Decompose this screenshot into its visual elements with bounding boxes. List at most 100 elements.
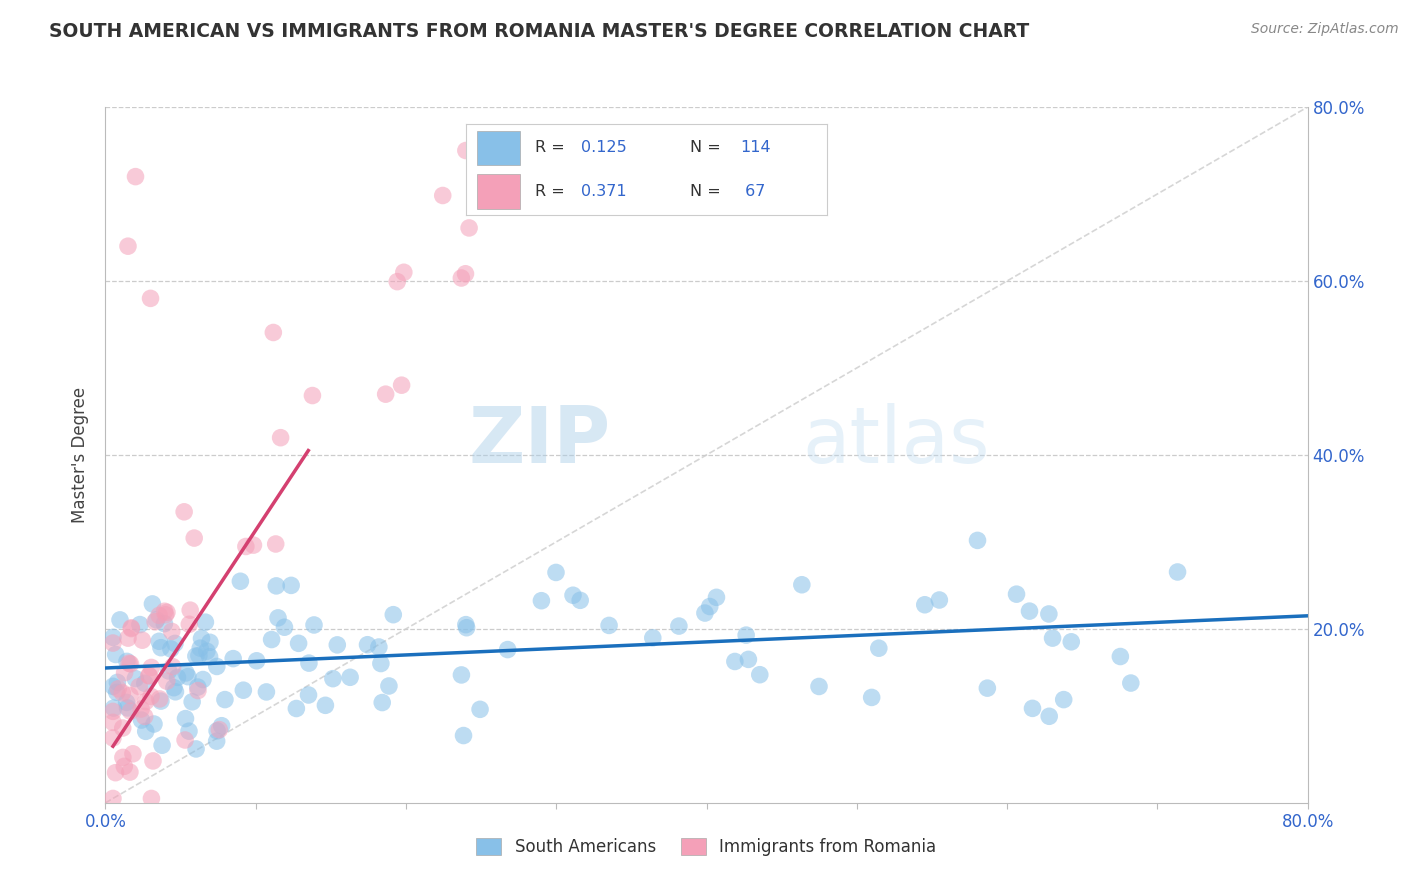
Point — [208, 723, 231, 737]
Point — [117, 631, 139, 645]
Point — [860, 690, 883, 705]
Point — [266, 579, 288, 593]
Point — [101, 631, 124, 645]
Point — [1167, 565, 1189, 579]
Point — [246, 654, 269, 668]
Text: 114: 114 — [740, 140, 770, 155]
Point — [160, 624, 183, 639]
Point — [1109, 649, 1132, 664]
Point — [371, 696, 394, 710]
Point — [297, 688, 319, 702]
Point — [111, 686, 134, 700]
Point — [174, 712, 197, 726]
Text: R =: R = — [534, 140, 569, 155]
Point — [101, 636, 124, 650]
Point — [179, 617, 201, 632]
Point — [1060, 635, 1083, 649]
Text: N =: N = — [690, 140, 725, 155]
Point — [122, 747, 145, 761]
Point — [101, 715, 124, 730]
Point — [391, 378, 413, 392]
Point — [124, 169, 146, 184]
Point — [1038, 709, 1060, 723]
Point — [205, 659, 228, 673]
Point — [1021, 701, 1043, 715]
Point — [108, 613, 131, 627]
Point — [111, 750, 134, 764]
Point — [135, 724, 157, 739]
Point — [190, 632, 212, 646]
Point — [112, 759, 135, 773]
Point — [143, 615, 166, 629]
Text: 67: 67 — [740, 184, 765, 199]
Point — [928, 593, 950, 607]
Point — [114, 665, 136, 680]
Point — [287, 636, 309, 650]
Point — [135, 695, 157, 709]
Point — [134, 676, 156, 690]
Point — [530, 593, 553, 607]
Point — [453, 729, 475, 743]
Text: atlas: atlas — [803, 403, 990, 479]
Point — [454, 144, 477, 158]
Point — [392, 265, 415, 279]
Point — [450, 668, 472, 682]
Point — [808, 680, 831, 694]
Point — [187, 683, 209, 698]
Point — [187, 680, 209, 694]
Point — [177, 670, 200, 684]
Point — [454, 267, 477, 281]
Point — [191, 673, 214, 687]
Point — [139, 291, 162, 305]
Point — [157, 664, 180, 678]
Point — [229, 574, 252, 589]
Point — [748, 667, 770, 681]
Point — [128, 680, 150, 694]
Point — [183, 531, 205, 545]
Point — [120, 621, 142, 635]
Point — [184, 742, 207, 756]
Point — [124, 672, 146, 686]
Point — [458, 221, 481, 235]
Point — [101, 731, 124, 745]
Point — [1119, 676, 1142, 690]
Point — [262, 326, 284, 340]
Point — [153, 604, 176, 618]
Point — [104, 765, 127, 780]
Point — [107, 681, 129, 696]
Point — [976, 681, 998, 695]
Point — [115, 654, 138, 668]
Point — [235, 540, 257, 554]
Point — [163, 636, 186, 650]
Point — [699, 599, 721, 614]
Point — [254, 685, 277, 699]
Point — [222, 651, 245, 665]
Point — [139, 690, 162, 704]
Point — [160, 641, 183, 656]
Point — [148, 634, 170, 648]
Point — [544, 566, 567, 580]
Point — [966, 533, 988, 548]
Point — [339, 670, 361, 684]
Point — [142, 754, 165, 768]
Point — [128, 617, 150, 632]
Point — [155, 607, 177, 622]
Legend: South Americans, Immigrants from Romania: South Americans, Immigrants from Romania — [468, 830, 945, 864]
Point — [177, 724, 200, 739]
Point — [693, 606, 716, 620]
Point — [1018, 604, 1040, 618]
Point — [456, 621, 478, 635]
Point — [641, 631, 664, 645]
Point — [131, 713, 153, 727]
Point — [166, 670, 188, 684]
Bar — [477, 131, 520, 165]
Point — [195, 644, 218, 658]
Point — [111, 721, 134, 735]
Point — [260, 632, 283, 647]
Point — [149, 692, 172, 706]
Point — [301, 388, 323, 402]
Point — [188, 641, 211, 656]
Point — [150, 738, 173, 752]
Point — [129, 702, 152, 716]
Point — [134, 709, 156, 723]
